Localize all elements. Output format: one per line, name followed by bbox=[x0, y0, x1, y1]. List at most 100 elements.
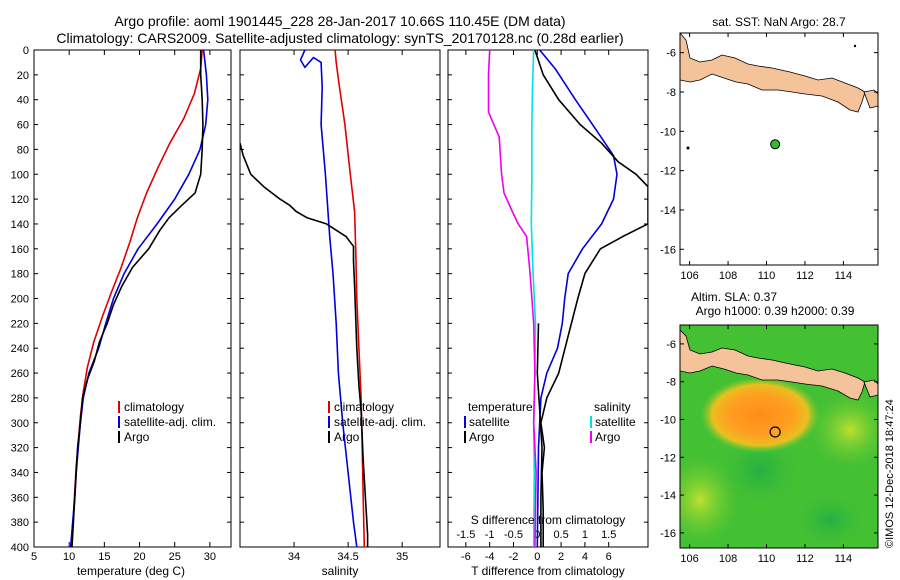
y-tick-label: 180 bbox=[11, 269, 29, 281]
sst-map-argo-marker bbox=[770, 139, 781, 150]
sst-map-java-land bbox=[680, 33, 866, 113]
x-tick-label: 34 bbox=[288, 551, 300, 563]
map-y-tick-label: -6 bbox=[666, 339, 676, 351]
series-t-argo bbox=[534, 50, 648, 547]
map-x-tick-label: 114 bbox=[835, 553, 853, 565]
series-satellite-adj-clim- bbox=[299, 50, 358, 547]
map-y-tick-label: -8 bbox=[666, 377, 676, 389]
map-y-tick-label: -12 bbox=[660, 166, 676, 178]
x-tick-label: 30 bbox=[204, 551, 216, 563]
y-tick-label: 360 bbox=[11, 492, 29, 504]
sla-map-field-patch bbox=[810, 392, 878, 468]
temperature-series bbox=[69, 50, 209, 547]
depth-axis-ticks: 0 20 40 60 80 100 120 140 160 180 200 220 240 260 280 3… bbox=[11, 45, 29, 554]
y-tick-label: 60 bbox=[17, 120, 29, 132]
y-tick-label: 80 bbox=[17, 144, 29, 156]
sla-map bbox=[680, 325, 878, 548]
x2-tick-label: 0.5 bbox=[553, 529, 568, 541]
map-x-tick-label: 106 bbox=[680, 553, 698, 565]
sla-map-java-land bbox=[680, 329, 866, 401]
y-tick-label: 120 bbox=[11, 194, 29, 206]
y-tick-label: 240 bbox=[11, 343, 29, 355]
salinity-panel-frame bbox=[239, 49, 441, 548]
title-line-1: Argo profile: aoml 1901445_228 28-Jan-20… bbox=[114, 13, 565, 29]
map-x-tick-label: 106 bbox=[680, 270, 698, 282]
difference-axis-ticks: -6 -4 -2 0 2 4 6-1.5 -1 -0.5 0 0.5 1 1.5 bbox=[448, 49, 648, 563]
sla-map-bali bbox=[863, 379, 878, 398]
y-tick-label: 160 bbox=[11, 244, 29, 256]
x-tick-label: 10 bbox=[63, 551, 75, 563]
x-tick-label: 25 bbox=[169, 551, 181, 563]
temperature-legend: climatology satellite-adj. clim. Argo bbox=[118, 400, 216, 444]
salinity-series bbox=[240, 50, 369, 547]
series-climatology bbox=[70, 50, 203, 547]
map-x-tick-label: 114 bbox=[835, 270, 853, 282]
map-y-tick-label: -10 bbox=[660, 126, 676, 138]
legend-climatology-label: climatology bbox=[124, 400, 184, 414]
x-tick-label: 6 bbox=[606, 551, 612, 563]
x2-tick-label: -1 bbox=[485, 529, 495, 541]
legend-t-satellite-label: satellite bbox=[469, 415, 510, 429]
imos-watermark: ©IMOS 12-Dec-2018 18:47:24 bbox=[884, 399, 896, 548]
sst-map-bali bbox=[863, 89, 878, 109]
series-t-argo-magenta bbox=[487, 50, 537, 547]
x2-tick-label: -1.5 bbox=[456, 529, 475, 541]
x-tick-label: 34.5 bbox=[337, 551, 358, 563]
map-y-tick-label: -12 bbox=[660, 452, 676, 464]
y-tick-label: 380 bbox=[11, 517, 29, 529]
x2-tick-label: 1 bbox=[582, 529, 588, 541]
sst-map-title: sat. SST: NaN Argo: 28.7 bbox=[712, 15, 846, 29]
sla-map-argo-marker bbox=[769, 426, 781, 438]
sla-map-subtitle: Argo h1000: 0.39 h2000: 0.39 bbox=[696, 304, 855, 318]
sst-map-islet bbox=[853, 44, 857, 48]
sla-map-frame bbox=[679, 324, 879, 549]
series-satellite-adj-clim- bbox=[69, 50, 209, 547]
difference-panel-frame bbox=[447, 49, 649, 548]
map-x-tick-label: 112 bbox=[796, 270, 814, 282]
sst-map-frame bbox=[679, 32, 879, 266]
series-argo bbox=[71, 50, 204, 547]
sla-map-title: Altim. SLA: 0.37 bbox=[691, 290, 777, 304]
temperature-axis-ticks: 5 10 15 20 25 30 bbox=[31, 49, 231, 563]
sst-map-ticks: 106 108 110 112 114 -6 -8 -10 -12 -14 -16 bbox=[660, 33, 878, 282]
x-tick-label: 35 bbox=[396, 551, 408, 563]
sla-map-field-patch bbox=[790, 490, 870, 548]
map-x-tick-label: 112 bbox=[796, 553, 814, 565]
series-argo bbox=[536, 323, 543, 547]
y-tick-label: 200 bbox=[11, 294, 29, 306]
y-tick-label: 0 bbox=[23, 45, 29, 57]
x-tick-label: -2 bbox=[509, 551, 519, 563]
y-tick-label: 220 bbox=[11, 318, 29, 330]
series-argo bbox=[240, 143, 369, 547]
sst-map bbox=[680, 33, 878, 265]
map-y-tick-label: -10 bbox=[660, 414, 676, 426]
sla-map-high-anomaly bbox=[700, 377, 820, 453]
map-y-tick-label: -6 bbox=[666, 48, 676, 60]
x-tick-label: 2 bbox=[558, 551, 564, 563]
x2-tick-label: -0.5 bbox=[504, 529, 523, 541]
y-tick-label: 300 bbox=[11, 418, 29, 430]
legend-climatology-label: climatology bbox=[334, 400, 394, 414]
difference-xlabel: T difference from climatology bbox=[471, 564, 625, 578]
x-tick-label: 20 bbox=[133, 551, 145, 563]
legend-argo-label: Argo bbox=[334, 430, 360, 444]
legend-salinity-title: salinity bbox=[594, 400, 631, 414]
difference-series bbox=[487, 50, 648, 547]
y-tick-label: 260 bbox=[11, 368, 29, 380]
y-tick-label: 140 bbox=[11, 219, 29, 231]
y-tick-label: 400 bbox=[11, 542, 29, 554]
x-tick-label: 0 bbox=[534, 551, 540, 563]
map-x-tick-label: 108 bbox=[719, 553, 737, 565]
y-tick-label: 320 bbox=[11, 443, 29, 455]
legend-satellite-label: satellite-adj. clim. bbox=[124, 415, 216, 429]
legend-s-argo-label: Argo bbox=[595, 430, 621, 444]
x-tick-label: -6 bbox=[461, 551, 471, 563]
salinity-xlabel: salinity bbox=[322, 564, 359, 578]
salinity-axis-ticks: 34 34.5 35 bbox=[240, 49, 440, 563]
y-tick-label: 40 bbox=[17, 95, 29, 107]
x-tick-label: 5 bbox=[31, 551, 37, 563]
map-x-tick-label: 110 bbox=[758, 553, 776, 565]
legend-argo-label: Argo bbox=[124, 430, 150, 444]
temperature-panel-frame bbox=[33, 49, 232, 548]
